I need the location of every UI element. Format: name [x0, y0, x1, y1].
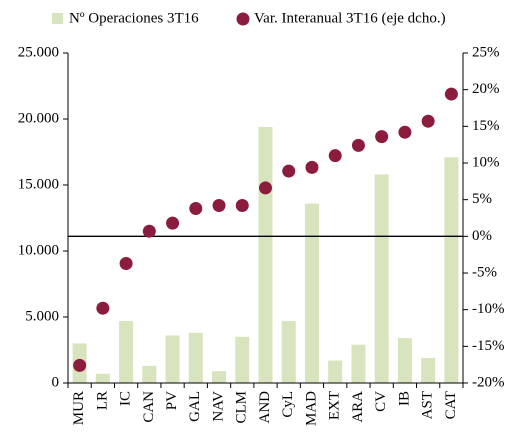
y2-tick-label: -15% [472, 338, 505, 354]
y2-tick-label: -10% [472, 301, 505, 317]
x-tick-label: AST [420, 391, 436, 419]
y2-tick-label: -5% [472, 264, 497, 280]
y-tick-label: 15.000 [18, 176, 59, 192]
x-tick-label: EXT [327, 391, 343, 420]
x-tick-label: GAL [187, 391, 203, 422]
x-tick-label: AND [257, 391, 273, 424]
y2-tick-label: 25% [472, 44, 500, 60]
bar [165, 335, 180, 383]
dot [351, 138, 365, 152]
bar [188, 332, 203, 383]
dot [305, 160, 319, 174]
legend-swatch [52, 13, 63, 24]
bar [421, 357, 436, 383]
bar [374, 174, 389, 383]
y-tick-label: 20.000 [18, 110, 59, 126]
dot [73, 358, 87, 372]
x-tick-label: CLM [234, 391, 250, 424]
bar [235, 336, 250, 383]
dot [166, 216, 180, 230]
bar [119, 320, 134, 383]
y2-tick-label: 5% [472, 191, 492, 207]
dot [96, 301, 110, 315]
dot [189, 201, 203, 215]
legend-label: Var. Interanual 3T16 (eje dcho.) [254, 10, 446, 26]
bar [397, 338, 412, 383]
x-tick-label: LR [94, 391, 110, 410]
x-tick-label: MAD [303, 391, 319, 426]
x-tick-label: CV [373, 391, 389, 412]
y2-tick-label: 20% [472, 81, 500, 97]
dot [119, 256, 133, 270]
bar [95, 373, 110, 383]
x-tick-label: CyL [280, 391, 296, 418]
dot [142, 224, 156, 238]
y-tick-label: 5.000 [25, 308, 59, 324]
bar [142, 365, 157, 383]
x-tick-label: IC [118, 391, 134, 406]
y2-tick-label: 10% [472, 154, 500, 170]
legend-swatch [236, 12, 250, 26]
bar [258, 126, 273, 384]
dot [328, 149, 342, 163]
y2-tick-label: 15% [472, 118, 500, 134]
y-tick-label: 0 [52, 374, 60, 390]
dot [444, 87, 458, 101]
x-tick-label: PV [164, 391, 180, 410]
y2-tick-label: -20% [472, 374, 505, 390]
y2-tick-label: 0% [472, 228, 492, 244]
dot [282, 164, 296, 178]
y-tick-label: 25.000 [18, 44, 59, 60]
dot [375, 130, 389, 144]
dot [421, 114, 435, 128]
bar [212, 371, 227, 383]
x-tick-label: CAN [141, 391, 157, 423]
dot [398, 125, 412, 139]
bar [328, 360, 343, 383]
dot [259, 181, 272, 195]
x-tick-label: MUR [71, 391, 87, 425]
y-tick-label: 10.000 [18, 242, 59, 258]
legend-label: Nº Operaciones 3T16 [69, 10, 199, 26]
bar [304, 203, 319, 383]
x-tick-label: CAT [443, 391, 459, 419]
dot [212, 199, 226, 213]
x-tick-label: ARA [350, 391, 366, 423]
bar [281, 320, 296, 383]
bar [351, 344, 366, 383]
x-tick-label: IB [396, 391, 412, 406]
dot [235, 199, 249, 213]
x-tick-label: NAV [210, 391, 226, 422]
bar [444, 157, 459, 383]
